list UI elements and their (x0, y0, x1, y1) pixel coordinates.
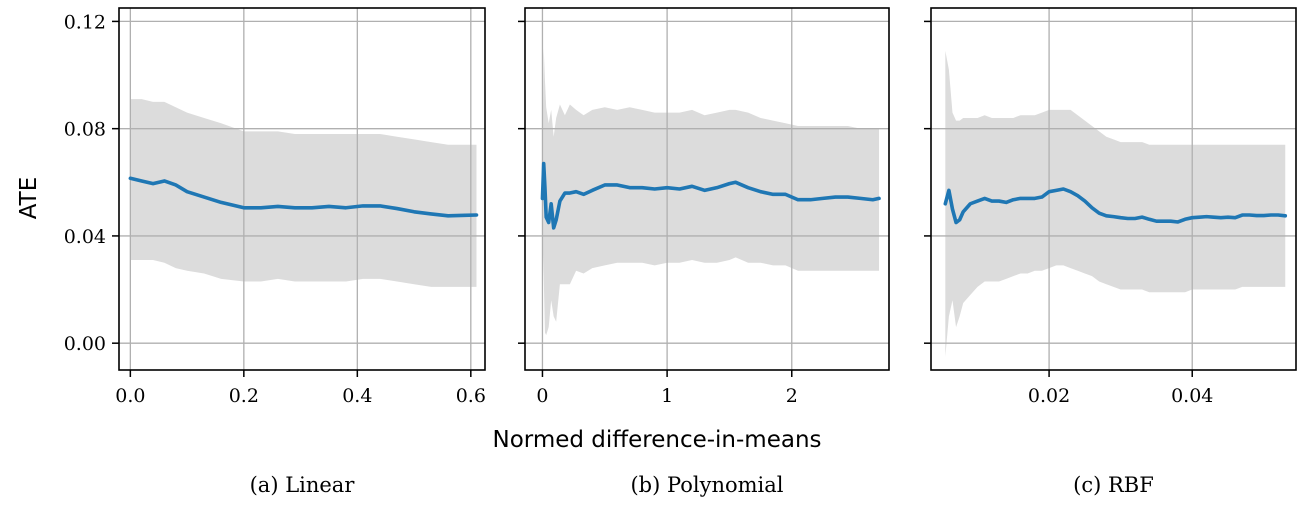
x-tick-label: 0 (536, 385, 548, 407)
y-axis-label: ATE (16, 177, 42, 220)
ate-line (128, 176, 479, 218)
x-tick-label: 0.0 (115, 385, 145, 407)
confidence-band (945, 50, 1286, 357)
y-tick-label: 0.04 (64, 226, 106, 248)
x-tick-label: 2 (786, 385, 798, 407)
panel-caption: (b) Polynomial (630, 473, 783, 497)
y-tick-label: 0.12 (64, 11, 106, 33)
x-axis-label: Normed difference-in-means (492, 427, 821, 453)
plot-frame (930, 7, 1297, 371)
panel-1: 0.0 0.2 0.4 0.6 0.00 0.04 0.08 0.12 (a) Linear (64, 7, 486, 497)
ate-line (540, 161, 881, 230)
panel-2: 0 1 2 (b) Polynomial (518, 7, 890, 497)
x-tick-label: 0.04 (1171, 385, 1213, 407)
confidence-band (542, 48, 880, 336)
ate-line (943, 187, 1288, 225)
panel-caption: (c) RBF (1073, 473, 1154, 497)
y-tick-label: 0.00 (64, 333, 106, 355)
panel-3: 0.02 0.04 (c) RBF (924, 7, 1297, 497)
x-tick-label: 1 (661, 385, 673, 407)
plot-frame (118, 7, 486, 371)
x-tick-label: 0.2 (229, 385, 259, 407)
confidence-band (130, 99, 477, 287)
x-tick-label: 0.6 (456, 385, 486, 407)
plot-frame (524, 7, 890, 371)
panels: 0.0 0.2 0.4 0.6 0.00 0.04 0.08 0.12 (a) Linear 0 1… (64, 7, 1297, 497)
y-tick-label: 0.08 (64, 119, 106, 141)
x-tick-label: 0.4 (342, 385, 372, 407)
x-tick-label: 0.02 (1028, 385, 1070, 407)
panel-caption: (a) Linear (250, 473, 356, 497)
